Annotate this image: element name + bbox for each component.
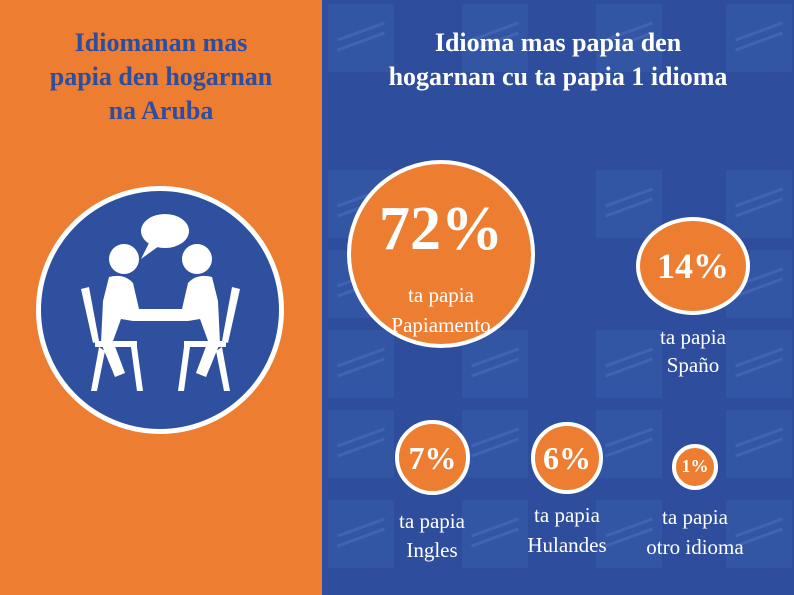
pct-ingles: 7%	[408, 440, 457, 476]
left-title-line-1: Idiomanan mas	[74, 28, 248, 57]
caption-otro-line2: otro idioma	[646, 535, 744, 559]
bubble-hulandes	[531, 422, 603, 494]
left-title-line-3: na Aruba	[108, 96, 214, 125]
caption-papiamento-line1: ta papia	[408, 283, 474, 307]
chart-title-line-1: Idioma mas papia den	[434, 28, 682, 57]
pct-otro: 1%	[681, 456, 709, 476]
pct-hulandes: 6%	[543, 440, 591, 476]
bubble-papiamento	[347, 160, 535, 348]
chart-title-line-2: hogarnan cu ta papia 1 idioma	[388, 62, 728, 91]
pct-spano: 14%	[657, 246, 729, 286]
caption-ingles-line1: ta papia	[399, 509, 465, 533]
left-title-line-2: papia den hogarnan	[49, 62, 273, 91]
pct-papiamento: 72%	[379, 195, 503, 263]
caption-spano-line2: Spaño	[666, 353, 720, 377]
bubble-ingles	[395, 420, 470, 495]
background-pattern	[322, 0, 794, 595]
caption-otro-line1: ta papia	[662, 505, 728, 529]
caption-ingles-line2: Ingles	[406, 538, 458, 562]
chart-title: Idioma mas papia den hogarnan cu ta papi…	[322, 26, 794, 94]
person-right-icon	[158, 244, 240, 391]
left-title: Idiomanan mas papia den hogarnan na Arub…	[0, 26, 322, 128]
left-panel: Idiomanan mas papia den hogarnan na Arub…	[0, 0, 322, 595]
person-left-icon	[81, 244, 163, 391]
caption-papiamento-line2: Papiamento	[391, 313, 491, 337]
speech-bubble-icon	[141, 214, 189, 259]
bubble-spano	[636, 217, 750, 315]
caption-spano-line1: ta papia	[660, 325, 726, 349]
two-people-conversation-icon	[36, 186, 284, 434]
caption-hulandes-line1: ta papia	[534, 503, 600, 527]
bubble-otro	[672, 444, 718, 490]
caption-hulandes-line2: Hulandes	[527, 533, 607, 557]
